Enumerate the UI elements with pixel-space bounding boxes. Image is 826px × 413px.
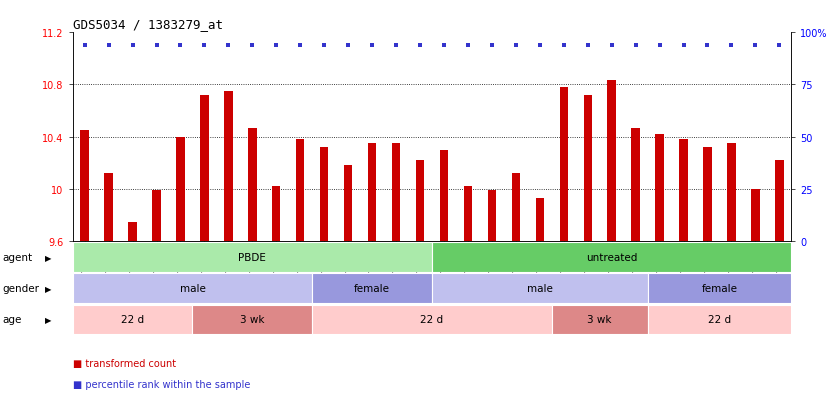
Bar xyxy=(775,161,784,242)
Bar xyxy=(248,128,257,242)
Bar xyxy=(559,88,568,242)
Bar xyxy=(511,174,520,242)
Bar xyxy=(73,274,312,304)
Bar xyxy=(296,140,305,242)
Text: ■ transformed count: ■ transformed count xyxy=(73,358,176,368)
Bar xyxy=(152,191,161,242)
Text: female: female xyxy=(701,284,738,294)
Text: male: male xyxy=(527,284,553,294)
Bar xyxy=(392,144,401,242)
Text: 22 d: 22 d xyxy=(708,315,731,325)
Bar xyxy=(224,92,233,242)
Text: ▶: ▶ xyxy=(45,315,51,324)
Text: female: female xyxy=(354,284,390,294)
Bar xyxy=(648,305,791,335)
Text: 3 wk: 3 wk xyxy=(240,315,264,325)
Text: age: age xyxy=(2,315,21,325)
Text: ▶: ▶ xyxy=(45,253,51,262)
Bar xyxy=(415,161,425,242)
Bar xyxy=(80,131,89,242)
Text: ■ percentile rank within the sample: ■ percentile rank within the sample xyxy=(73,379,250,389)
Bar xyxy=(192,305,312,335)
Bar xyxy=(73,243,432,273)
Text: 22 d: 22 d xyxy=(121,315,144,325)
Bar xyxy=(432,243,791,273)
Bar xyxy=(583,95,592,242)
Text: PBDE: PBDE xyxy=(239,253,266,263)
Bar xyxy=(176,137,185,242)
Bar xyxy=(73,305,192,335)
Text: ▶: ▶ xyxy=(45,284,51,293)
Bar xyxy=(344,166,353,242)
Bar xyxy=(679,140,688,242)
Bar xyxy=(751,190,760,242)
Bar xyxy=(552,305,648,335)
Bar xyxy=(463,187,472,242)
Bar xyxy=(272,187,281,242)
Text: male: male xyxy=(179,284,206,294)
Text: untreated: untreated xyxy=(586,253,638,263)
Bar xyxy=(487,191,496,242)
Bar xyxy=(320,148,329,242)
Bar xyxy=(703,148,712,242)
Bar xyxy=(535,199,544,242)
Bar xyxy=(648,274,791,304)
Text: agent: agent xyxy=(2,253,32,263)
Bar xyxy=(631,128,640,242)
Text: 3 wk: 3 wk xyxy=(587,315,612,325)
Bar xyxy=(312,274,432,304)
Bar xyxy=(128,222,137,242)
Text: 22 d: 22 d xyxy=(420,315,444,325)
Bar xyxy=(368,144,377,242)
Text: gender: gender xyxy=(2,284,40,294)
Bar xyxy=(439,150,449,242)
Bar xyxy=(312,305,552,335)
Text: GDS5034 / 1383279_at: GDS5034 / 1383279_at xyxy=(73,17,223,31)
Bar xyxy=(607,81,616,242)
Bar xyxy=(727,144,736,242)
Bar xyxy=(200,95,209,242)
Bar xyxy=(432,274,648,304)
Bar xyxy=(104,174,113,242)
Bar xyxy=(655,135,664,242)
